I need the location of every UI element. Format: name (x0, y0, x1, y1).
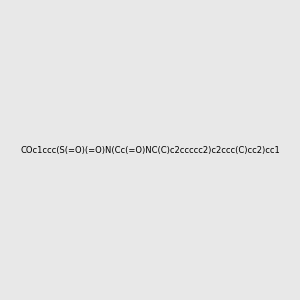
Text: COc1ccc(S(=O)(=O)N(Cc(=O)NC(C)c2ccccc2)c2ccc(C)cc2)cc1: COc1ccc(S(=O)(=O)N(Cc(=O)NC(C)c2ccccc2)c… (20, 146, 280, 154)
